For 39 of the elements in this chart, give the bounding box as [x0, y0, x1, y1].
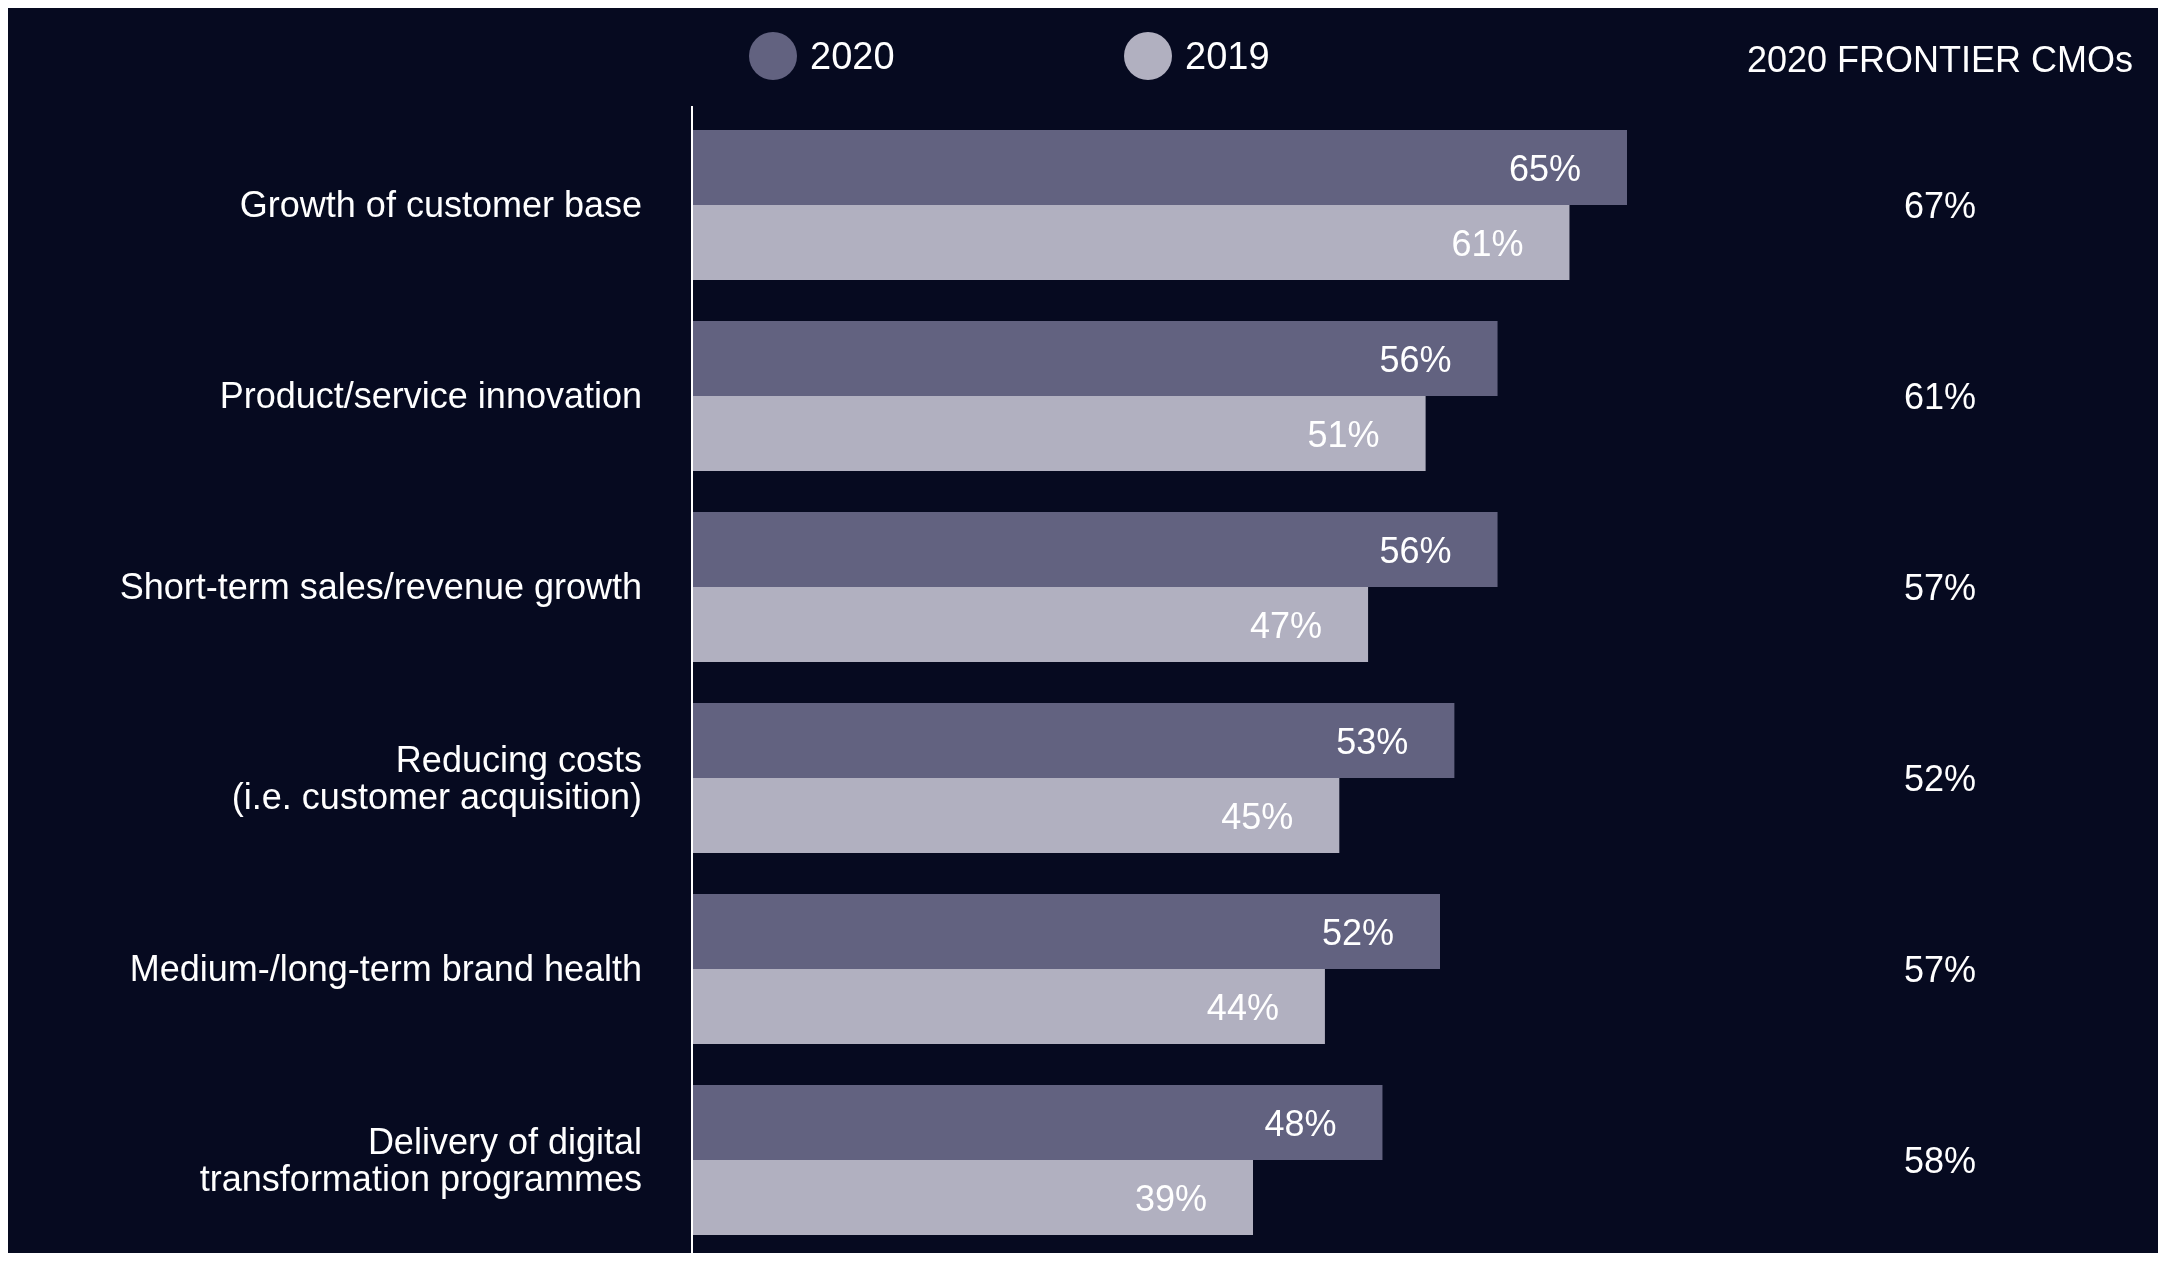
text: 2020 FRONTIER CMOs — [1746, 39, 2134, 80]
text: 67% — [1903, 185, 1977, 226]
data-label: 48% — [1264, 1102, 1337, 1144]
data-label: 61% — [1451, 222, 1524, 264]
bar — [692, 205, 1570, 280]
legend-label: 2019 — [1185, 35, 1270, 77]
bar — [692, 512, 1498, 587]
data-label: 44% — [1206, 986, 1279, 1028]
bar — [692, 321, 1498, 396]
text: 57% — [1903, 567, 1977, 608]
text: 52% — [1903, 758, 1977, 799]
bar — [692, 778, 1340, 853]
text: 61% — [1903, 376, 1977, 417]
y-tick-label: Product/service innovation — [219, 375, 642, 416]
bar — [692, 1085, 1383, 1160]
data-label: 45% — [1221, 795, 1294, 837]
data-label: 56% — [1379, 529, 1452, 571]
y-tick-label: Medium-/long-term brand health — [129, 948, 642, 989]
bar — [692, 969, 1325, 1044]
data-label: 53% — [1336, 720, 1409, 762]
bar — [692, 894, 1440, 969]
data-label: 52% — [1321, 911, 1394, 953]
y-tick-label: Short-term sales/revenue growth — [119, 566, 642, 607]
bar — [692, 703, 1455, 778]
data-label: 39% — [1134, 1177, 1207, 1219]
data-label: 51% — [1307, 413, 1380, 455]
legend-label: 2020 — [810, 35, 895, 77]
text: 57% — [1903, 949, 1977, 990]
bar — [692, 130, 1627, 205]
bar — [692, 396, 1426, 471]
data-label: 65% — [1508, 147, 1581, 189]
data-label: 47% — [1250, 604, 1323, 646]
y-tick-label: Reducing costs (i.e. customer acquisition) — [231, 738, 642, 817]
data-label: 56% — [1379, 338, 1452, 380]
text: 58% — [1903, 1140, 1977, 1181]
bar — [692, 587, 1369, 662]
y-tick-label: Delivery of digital transformation programmes — [199, 1120, 642, 1199]
bar — [692, 1160, 1253, 1235]
y-tick-label: Growth of customer base — [239, 184, 642, 225]
